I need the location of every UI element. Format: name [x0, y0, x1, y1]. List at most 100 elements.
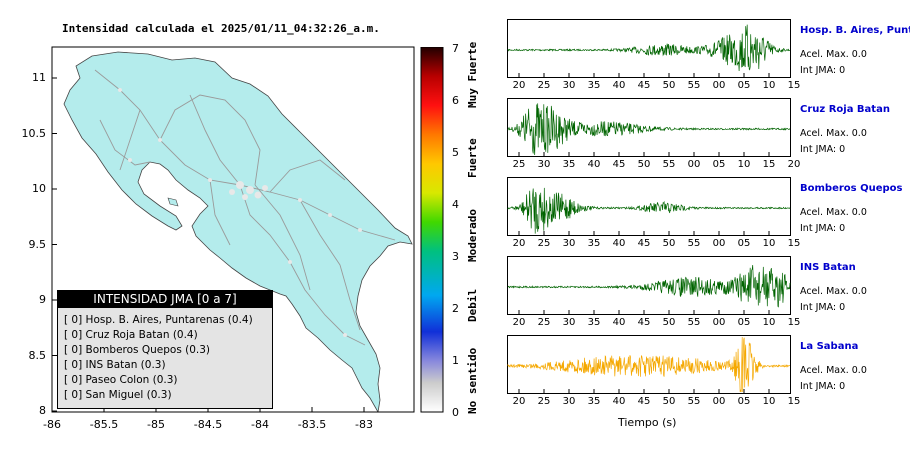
waveform-tick-label: 15 — [787, 80, 801, 91]
station-int-jma: Int JMA: 0 — [800, 65, 846, 76]
legend-item: [ 0] Bomberos Quepos (0.3) — [64, 344, 211, 356]
waveform-tick-label: 15 — [787, 317, 801, 328]
waveform-tick-label: 55 — [687, 317, 701, 328]
station-int-jma: Int JMA: 0 — [800, 381, 846, 392]
waveform-panel — [507, 335, 791, 394]
legend-item: [ 0] San Miguel (0.3) — [64, 389, 172, 401]
colorbar-intensity-label: Fuerte — [466, 138, 479, 178]
waveform-tick-label: 25 — [537, 80, 551, 91]
waveform-tick-label: 30 — [537, 159, 551, 170]
waveform-tick-label: 25 — [512, 159, 526, 170]
colorbar-tick-label: 1 — [452, 354, 459, 367]
waveform-tick-label: 05 — [737, 317, 751, 328]
station-name: Bomberos Quepos — [800, 183, 903, 194]
waveform-tick-label: 40 — [612, 80, 626, 91]
station-int-jma: Int JMA: 0 — [800, 223, 846, 234]
waveform-tick-label: 05 — [737, 80, 751, 91]
waveform-tick-label: 05 — [712, 159, 726, 170]
lon-tick-label: -83.5 — [297, 418, 327, 431]
colorbar-intensity-label: No sentido — [466, 347, 479, 414]
lat-tick-label: 9.5 — [28, 237, 47, 251]
waveform-tick-label: 50 — [662, 238, 676, 249]
waveform-trace — [507, 187, 791, 234]
waveform-tick-label: 30 — [562, 396, 576, 407]
waveform-tick-label: 35 — [587, 396, 601, 407]
legend-item: [ 0] Paseo Colon (0.3) — [64, 374, 178, 386]
waveform-trace — [507, 264, 791, 308]
legend-box — [57, 290, 273, 409]
waveform-tick-label: 35 — [587, 238, 601, 249]
lat-tick-label: 9 — [39, 293, 46, 306]
waveform-tick-label: 20 — [512, 80, 526, 91]
waveform-tick-label: 30 — [562, 238, 576, 249]
station-name: Cruz Roja Batan — [800, 104, 890, 115]
x-axis-label: Tiempo (s) — [618, 416, 677, 429]
waveform-tick-label: 55 — [687, 238, 701, 249]
lat-tick-label: 10.5 — [21, 126, 47, 140]
waveform-tick-label: 40 — [612, 317, 626, 328]
station-acel-max: Acel. Max. 0.0 — [800, 207, 867, 218]
waveform-tick-label: 25 — [537, 396, 551, 407]
waveform-tick-label: 30 — [562, 317, 576, 328]
waveform-tick-label: 50 — [662, 80, 676, 91]
lon-tick-label: -85 — [147, 418, 165, 431]
waveform-tick-label: 25 — [537, 317, 551, 328]
lon-tick-label: -85.5 — [89, 418, 119, 431]
station-acel-max: Acel. Max. 0.0 — [800, 128, 867, 139]
station-int-jma: Int JMA: 0 — [800, 144, 846, 155]
waveform-tick-label: 35 — [587, 80, 601, 91]
waveform-trace — [507, 336, 790, 393]
waveform-tick-label: 35 — [562, 159, 576, 170]
waveform-panel — [507, 256, 791, 315]
waveform-tick-label: 20 — [512, 396, 526, 407]
waveform-tick-label: 55 — [687, 80, 701, 91]
waveform-tick-label: 25 — [537, 238, 551, 249]
waveform-tick-label: 45 — [637, 317, 651, 328]
colorbar-tick-label: 0 — [452, 406, 459, 419]
colorbar-intensity-label: Debil — [466, 288, 479, 322]
colorbar-tick-label: 3 — [452, 250, 459, 263]
station-int-jma: Int JMA: 0 — [800, 302, 846, 313]
lat-tick-label: 11 — [32, 71, 46, 84]
waveform-tick-label: 30 — [562, 80, 576, 91]
waveform-tick-label: 40 — [587, 159, 601, 170]
lon-tick-label: -84.5 — [193, 418, 223, 431]
colorbar — [420, 47, 444, 413]
waveform-tick-label: 50 — [662, 317, 676, 328]
lat-tick-label: 8.5 — [28, 348, 47, 362]
waveform-tick-label: 50 — [637, 159, 651, 170]
waveform-tick-label: 45 — [612, 159, 626, 170]
station-name: INS Batan — [800, 262, 856, 273]
waveform-tick-label: 05 — [737, 396, 751, 407]
waveform-tick-label: 10 — [762, 238, 776, 249]
station-acel-max: Acel. Max. 0.0 — [800, 49, 867, 60]
station-acel-max: Acel. Max. 0.0 — [800, 365, 867, 376]
waveform-trace — [507, 103, 791, 156]
lon-tick-label: -86 — [43, 418, 61, 431]
waveform-tick-label: 15 — [787, 238, 801, 249]
waveform-tick-label: 05 — [737, 238, 751, 249]
colorbar-tick-label: 7 — [452, 42, 459, 55]
waveform-tick-label: 45 — [637, 396, 651, 407]
waveform-tick-label: 55 — [662, 159, 676, 170]
station-acel-max: Acel. Max. 0.0 — [800, 286, 867, 297]
legend-item: [ 0] Hosp. B. Aires, Puntarenas (0.4) — [64, 314, 253, 326]
lon-tick-label: -83 — [355, 418, 373, 431]
lat-tick-label: 10 — [32, 182, 46, 195]
waveform-tick-label: 45 — [637, 238, 651, 249]
colorbar-tick-label: 6 — [452, 94, 459, 107]
waveform-tick-label: 40 — [612, 238, 626, 249]
waveform-tick-label: 20 — [512, 238, 526, 249]
waveform-tick-label: 45 — [637, 80, 651, 91]
legend-item: [ 0] Cruz Roja Batan (0.4) — [64, 329, 198, 341]
map-title: Intensidad calculada el 2025/01/11_04:32… — [62, 22, 380, 35]
waveform-panel — [507, 98, 791, 157]
waveform-tick-label: 15 — [787, 396, 801, 407]
colorbar-tick-label: 2 — [452, 302, 459, 315]
colorbar-tick-label: 4 — [452, 198, 459, 211]
city-dots — [118, 88, 362, 337]
legend-title: INTENSIDAD JMA [0 a 7] — [57, 290, 273, 308]
costa-rica-land — [63, 51, 413, 412]
lon-tick-label: -84 — [251, 418, 269, 431]
